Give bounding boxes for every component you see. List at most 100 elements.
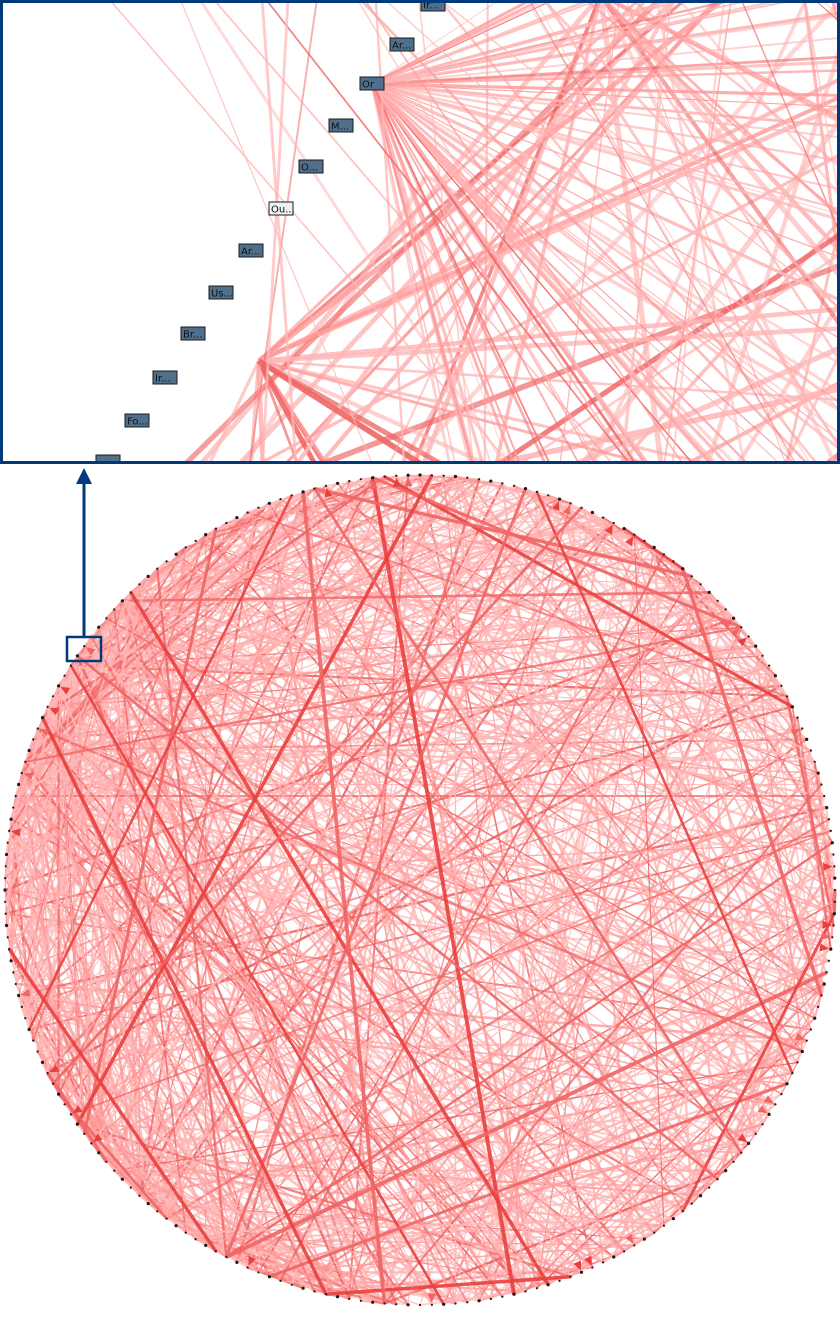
graph-node [97,626,100,629]
graph-node [57,684,60,687]
graph-node [602,1261,604,1263]
graph-node [32,738,34,740]
graph-node [774,1103,776,1105]
graph-node [37,727,39,729]
graph-node [653,546,656,549]
zoom-edge [98,0,840,549]
zoom-node-text: O... [301,163,318,174]
main-graph-edges [5,475,835,1305]
graph-node [681,567,684,570]
graph-node [121,1178,124,1181]
graph-node [113,1170,115,1172]
zoom-node-text: Ar... [392,41,412,52]
graph-node [5,924,8,927]
graph-node [454,475,457,478]
graph-node [32,1040,34,1042]
graph-node [83,645,85,647]
graph-node [663,1225,665,1227]
graph-node [786,695,788,697]
graph-node [796,1061,798,1063]
graph-node [820,783,822,785]
graph-node [268,502,271,505]
graph-node [791,1072,793,1074]
graph-node [443,475,445,477]
graph-node [130,1187,132,1189]
graph-node [580,1271,583,1274]
graph-node [431,474,433,476]
graph-node [700,583,702,585]
graph-node [754,645,757,648]
graph-node [235,516,238,519]
graph-node [57,1093,60,1096]
graph-node [591,511,594,514]
graph-node [279,498,281,500]
graph-node [325,1293,327,1295]
graph-node [832,853,834,855]
graph-node [156,1210,158,1212]
zoom-node-label: Fo... [125,414,149,428]
graph-node [663,553,665,555]
graph-node [105,1161,107,1163]
graph-node [418,473,421,476]
graph-node [823,795,825,797]
graph-node [823,982,826,985]
graph-node [5,913,7,915]
graph-node [360,478,362,480]
graph-node [774,674,777,677]
graph-node [7,842,9,844]
zoom-node-text: Or [362,80,375,91]
graph-node [235,1261,238,1264]
zoom-node-text: Fo... [127,417,148,428]
graph-node [513,485,515,487]
graph-node [466,477,468,479]
graph-node [442,1303,445,1306]
graph-node [195,540,197,542]
graph-node [121,599,124,602]
graph-node [166,560,168,562]
graph-node [466,1301,468,1303]
graph-node [501,1296,503,1298]
graph-node [547,1283,550,1286]
graph-node [708,591,711,594]
graph-node [591,1266,593,1268]
graph-node [407,1303,410,1306]
graph-node [805,738,808,741]
graph-node [185,1232,187,1234]
graph-node [225,522,227,524]
graph-node [643,1238,646,1241]
graph-node [225,1256,227,1258]
graph-node [313,488,315,490]
graph-node [24,1017,26,1019]
zoom-node-label: Ir... [153,371,177,385]
graph-node [5,865,7,867]
graph-node [524,487,527,490]
graph-node [831,841,834,844]
graph-node [83,1133,85,1135]
graph-node [672,560,674,562]
graph-node [691,575,693,577]
graph-node [682,1210,684,1212]
graph-node [204,533,207,536]
graph-node [15,983,17,985]
zoom-node-label: Br... [181,327,205,341]
graph-node [41,1061,44,1064]
graph-node [8,948,10,950]
graph-node [733,1161,735,1163]
graph-node [247,1266,249,1268]
graph-node [780,1093,782,1095]
graph-node [708,1187,710,1189]
graph-node [7,936,9,938]
graph-node [834,901,836,903]
graph-node [833,877,836,880]
graph-node [623,1250,625,1252]
zoom-arrow-icon [76,468,92,637]
graph-node [830,830,832,832]
graph-node [796,717,798,719]
graph-node [113,608,115,610]
graph-node [512,1293,515,1296]
graph-node [580,507,582,509]
graph-node [633,534,635,536]
graph-node [8,830,10,832]
graph-node [828,818,830,820]
graph-node [501,482,503,484]
